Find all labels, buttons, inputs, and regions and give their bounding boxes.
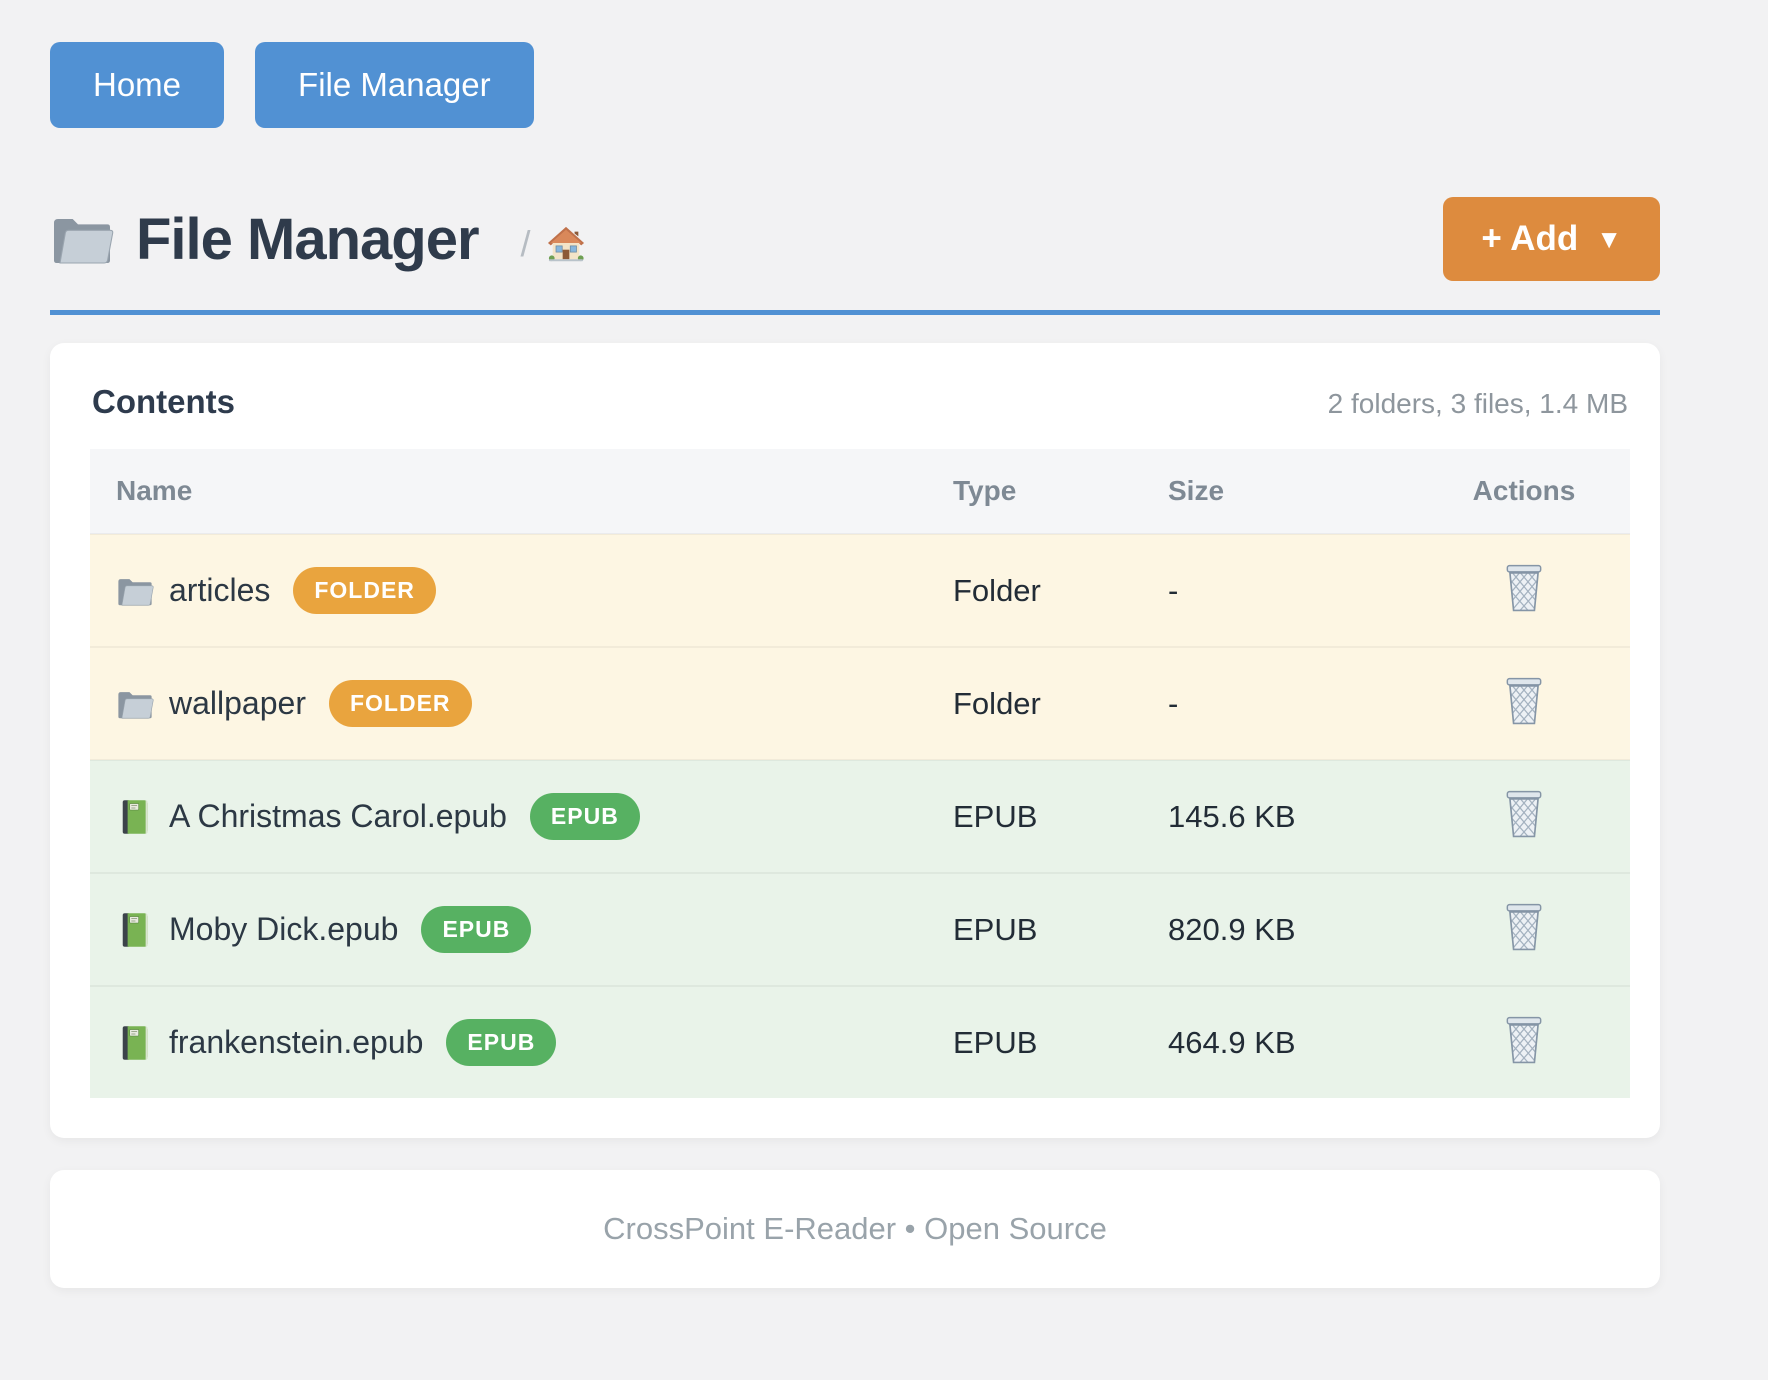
file-name[interactable]: Moby Dick.epub [169, 911, 399, 947]
column-header-name: Name [90, 449, 953, 534]
size-cell: - [1168, 685, 1179, 721]
table-row: A Christmas Carol.epub EPUB EPUB 145.6 K… [90, 760, 1630, 873]
type-badge: FOLDER [293, 567, 436, 614]
contents-card: Contents 2 folders, 3 files, 1.4 MB Name… [50, 343, 1660, 1138]
folder-icon [54, 219, 114, 264]
size-cell: 145.6 KB [1168, 798, 1296, 834]
add-button-label: + Add [1481, 219, 1579, 258]
chevron-down-icon: ▼ [1596, 223, 1622, 254]
home-button[interactable]: Home [50, 42, 225, 128]
column-header-size: Size [1168, 449, 1418, 534]
wastebasket-icon [1506, 790, 1542, 838]
wastebasket-icon [1506, 677, 1542, 725]
add-button[interactable]: + Add ▼ [1443, 197, 1660, 281]
size-cell: - [1168, 572, 1179, 608]
delete-button[interactable] [1503, 676, 1545, 726]
title-divider [50, 310, 1660, 315]
column-header-actions: Actions [1418, 449, 1630, 534]
file-manager-button[interactable]: File Manager [255, 42, 534, 128]
table-row: wallpaper FOLDER Folder - [90, 647, 1630, 760]
type-badge: FOLDER [328, 680, 472, 727]
house-icon[interactable] [547, 225, 585, 263]
table-row: frankenstein.epub EPUB EPUB 464.9 KB [90, 986, 1630, 1098]
file-name[interactable]: frankenstein.epub [169, 1024, 424, 1060]
type-cell: EPUB [953, 911, 1038, 947]
type-cell: EPUB [953, 1024, 1038, 1060]
footer-card: CrossPoint E-Reader • Open Source [50, 1170, 1660, 1288]
table-row: Moby Dick.epub EPUB EPUB 820.9 KB [90, 873, 1630, 986]
footer-text: CrossPoint E-Reader • Open Source [603, 1211, 1107, 1246]
folder-icon [118, 691, 154, 719]
size-cell: 464.9 KB [1168, 1024, 1296, 1060]
delete-button[interactable] [1503, 902, 1545, 952]
type-cell: EPUB [953, 798, 1038, 834]
size-cell: 820.9 KB [1168, 911, 1296, 947]
file-name[interactable]: articles [169, 572, 271, 608]
contents-title: Contents [92, 383, 235, 420]
type-badge: EPUB [421, 906, 532, 953]
contents-summary: 2 folders, 3 files, 1.4 MB [1327, 388, 1628, 419]
delete-button[interactable] [1503, 1015, 1545, 1065]
book-icon [122, 912, 148, 947]
breadcrumb-separator: / [520, 223, 531, 264]
wastebasket-icon [1506, 1016, 1542, 1064]
column-header-type: Type [953, 449, 1168, 534]
type-cell: Folder [953, 572, 1041, 608]
page-title: File Manager [136, 206, 480, 272]
folder-icon [118, 578, 154, 606]
book-icon [122, 1025, 148, 1060]
delete-button[interactable] [1503, 789, 1545, 839]
wastebasket-icon [1506, 903, 1542, 951]
delete-button[interactable] [1503, 563, 1545, 613]
wastebasket-icon [1506, 564, 1542, 612]
type-badge: EPUB [446, 1019, 557, 1066]
type-badge: EPUB [529, 793, 640, 840]
file-name[interactable]: wallpaper [169, 685, 306, 721]
file-name[interactable]: A Christmas Carol.epub [169, 798, 507, 834]
page-header: File Manager / + Add ▼ [50, 194, 1660, 284]
table-row: articles FOLDER Folder - [90, 534, 1630, 647]
type-cell: Folder [953, 685, 1041, 721]
top-nav: Home File Manager [50, 42, 1660, 128]
table-header-row: Name Type Size Actions [90, 449, 1630, 534]
book-icon [122, 799, 148, 834]
file-table: Name Type Size Actions [90, 449, 1630, 1098]
